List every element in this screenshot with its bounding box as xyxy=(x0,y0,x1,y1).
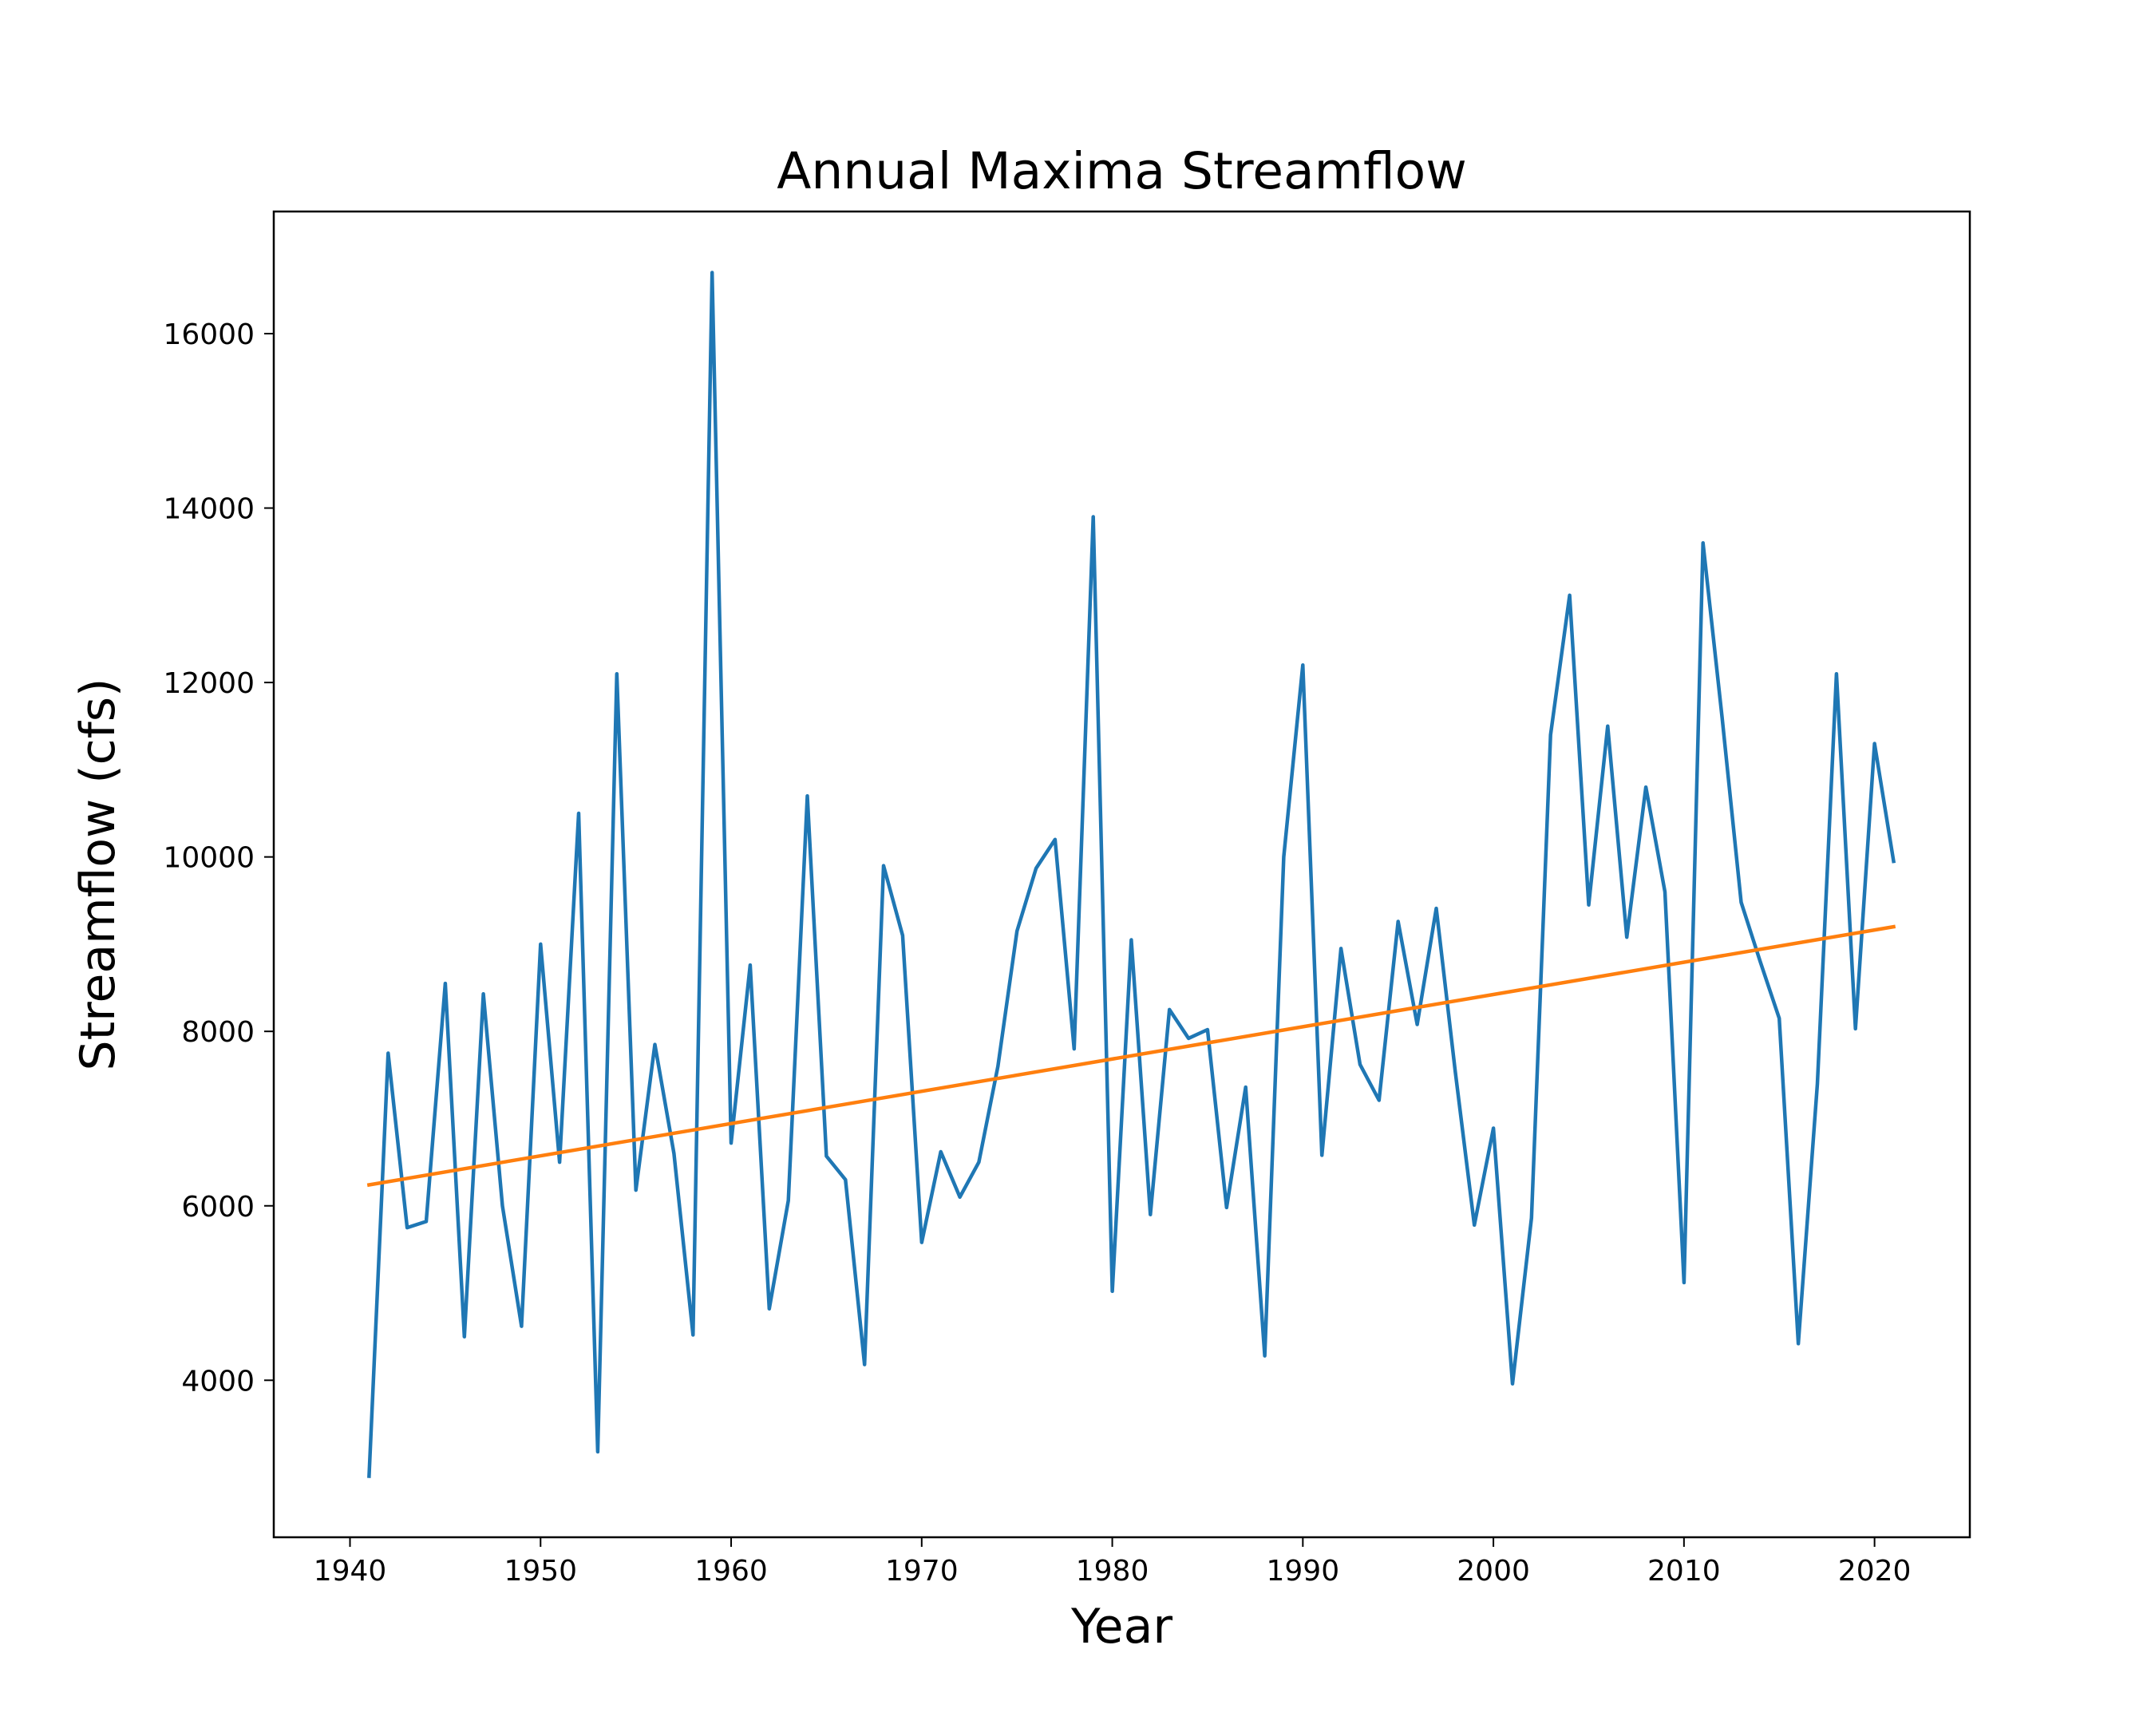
y-tick-label: 16000 xyxy=(163,318,255,351)
trend-series-line xyxy=(366,924,1896,1188)
x-axis-label: Year xyxy=(1070,1599,1172,1655)
y-tick-label: 10000 xyxy=(163,842,255,875)
series-group xyxy=(366,271,1896,1478)
plot-area-frame xyxy=(272,210,1971,1539)
y-tick-label: 8000 xyxy=(181,1016,255,1049)
y-axis-label: Streamflow (cfs) xyxy=(70,678,126,1071)
x-tick-label: 1980 xyxy=(1076,1555,1149,1588)
x-tick-label: 1940 xyxy=(314,1555,387,1588)
chart-title: Annual Maxima Streamflow xyxy=(777,142,1466,200)
x-tick-label: 2020 xyxy=(1838,1555,1912,1588)
y-tick-label: 14000 xyxy=(163,493,255,526)
streamflow-series-line xyxy=(367,271,1896,1478)
axis-ticks: 1940 1950 1960 1970 1980 1990 2000 2010 2020 4000… xyxy=(163,318,1911,1588)
x-tick-label: 1950 xyxy=(504,1555,577,1588)
x-tick-label: 2000 xyxy=(1457,1555,1530,1588)
y-tick-label: 12000 xyxy=(163,667,255,700)
x-tick-label: 1970 xyxy=(885,1555,959,1588)
y-tick-label: 6000 xyxy=(181,1191,255,1224)
x-tick-label: 2010 xyxy=(1647,1555,1721,1588)
y-tick-label: 4000 xyxy=(181,1365,255,1398)
x-tick-label: 1990 xyxy=(1267,1555,1340,1588)
x-tick-label: 1960 xyxy=(694,1555,768,1588)
